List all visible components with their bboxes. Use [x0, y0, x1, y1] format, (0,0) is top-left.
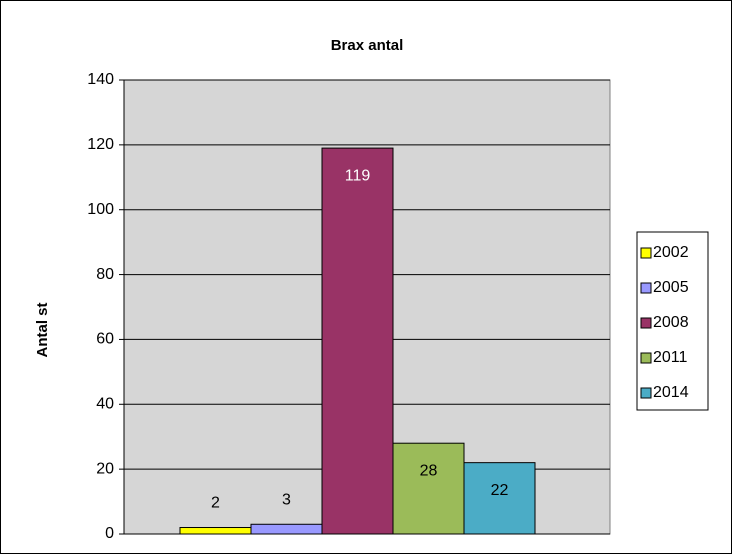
- data-label: 28: [420, 462, 438, 479]
- legend-label: 2008: [653, 314, 689, 331]
- bar: [392, 442, 465, 535]
- y-tick-label: 40: [96, 396, 114, 413]
- legend-label: 2014: [653, 384, 689, 401]
- y-tick-label: 100: [87, 201, 114, 218]
- chart-title: Brax antal: [331, 37, 404, 54]
- legend-swatch: [640, 352, 652, 364]
- legend-swatch: [640, 282, 652, 294]
- bar: [250, 523, 323, 535]
- y-tick-label: 140: [87, 71, 114, 88]
- data-label: 3: [282, 491, 291, 508]
- y-tick-label: 120: [87, 136, 114, 153]
- bar: [321, 147, 394, 535]
- y-axis-label: Antal st: [34, 302, 51, 357]
- bar: [463, 462, 536, 535]
- legend-swatch: [640, 317, 652, 329]
- y-tick-label: 0: [105, 525, 114, 542]
- legend-label: 2005: [653, 279, 689, 296]
- y-tick-label: 80: [96, 266, 114, 283]
- legend-swatch: [640, 247, 652, 259]
- legend-label: 2002: [653, 244, 689, 261]
- data-label: 2: [211, 495, 220, 512]
- legend-swatch: [640, 387, 652, 399]
- legend-label: 2011: [653, 349, 688, 366]
- data-label: 22: [491, 482, 509, 499]
- y-tick-label: 60: [96, 331, 114, 348]
- data-label: 119: [345, 167, 371, 184]
- bar: [179, 527, 252, 535]
- y-tick-label: 20: [96, 460, 114, 477]
